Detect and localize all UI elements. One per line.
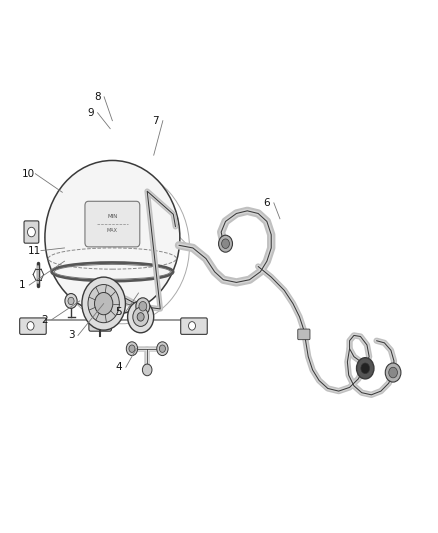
- Circle shape: [133, 308, 148, 326]
- Text: 9: 9: [87, 108, 94, 118]
- Text: MAX: MAX: [107, 229, 118, 233]
- FancyBboxPatch shape: [85, 201, 140, 247]
- Circle shape: [28, 227, 35, 237]
- Circle shape: [88, 285, 119, 322]
- Circle shape: [68, 297, 74, 305]
- Text: 1: 1: [19, 280, 25, 290]
- FancyBboxPatch shape: [20, 318, 46, 334]
- Circle shape: [129, 345, 135, 352]
- Circle shape: [95, 293, 113, 315]
- Circle shape: [126, 342, 138, 356]
- Circle shape: [361, 363, 370, 374]
- Circle shape: [65, 294, 77, 309]
- Circle shape: [222, 239, 230, 248]
- Circle shape: [139, 302, 147, 311]
- Circle shape: [157, 342, 168, 356]
- Ellipse shape: [45, 160, 180, 314]
- Circle shape: [106, 311, 110, 316]
- FancyBboxPatch shape: [181, 318, 207, 334]
- Text: 2: 2: [42, 314, 48, 325]
- Text: MIN: MIN: [107, 214, 117, 219]
- Text: 8: 8: [94, 92, 100, 102]
- Circle shape: [82, 277, 125, 330]
- Circle shape: [159, 345, 166, 352]
- FancyBboxPatch shape: [298, 329, 310, 340]
- FancyBboxPatch shape: [96, 306, 113, 320]
- Text: 11: 11: [28, 246, 41, 256]
- Text: 6: 6: [264, 198, 270, 208]
- Circle shape: [127, 301, 154, 333]
- Circle shape: [385, 363, 401, 382]
- Text: 3: 3: [68, 330, 74, 341]
- FancyBboxPatch shape: [24, 221, 39, 243]
- Text: 5: 5: [116, 306, 122, 317]
- Ellipse shape: [87, 293, 120, 304]
- Circle shape: [99, 311, 104, 316]
- Circle shape: [219, 235, 233, 252]
- Text: 7: 7: [152, 116, 159, 126]
- Circle shape: [389, 367, 397, 378]
- Text: 4: 4: [116, 362, 122, 372]
- FancyBboxPatch shape: [89, 316, 112, 331]
- Circle shape: [142, 364, 152, 376]
- Circle shape: [137, 313, 144, 321]
- Circle shape: [136, 298, 150, 315]
- Circle shape: [357, 358, 374, 379]
- Text: 10: 10: [22, 169, 35, 179]
- Circle shape: [27, 321, 34, 330]
- Circle shape: [188, 321, 195, 330]
